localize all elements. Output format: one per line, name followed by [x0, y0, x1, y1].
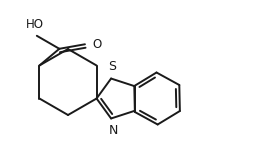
Text: S: S — [108, 60, 116, 73]
Text: N: N — [108, 124, 118, 137]
Text: O: O — [92, 38, 101, 51]
Text: HO: HO — [26, 18, 44, 31]
